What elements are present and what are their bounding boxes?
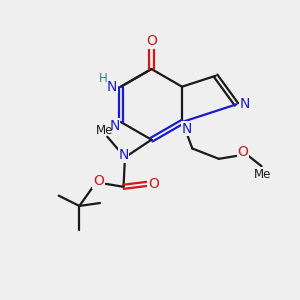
Text: Me: Me (254, 168, 272, 181)
Text: N: N (239, 98, 250, 111)
Text: N: N (107, 80, 117, 94)
Text: N: N (109, 118, 120, 133)
Text: O: O (146, 34, 157, 48)
Text: N: N (118, 148, 129, 162)
Text: N: N (181, 122, 192, 136)
Text: H: H (99, 72, 108, 85)
Text: O: O (238, 145, 248, 159)
Text: O: O (148, 177, 159, 191)
Text: O: O (93, 174, 104, 188)
Text: Me: Me (96, 124, 113, 137)
